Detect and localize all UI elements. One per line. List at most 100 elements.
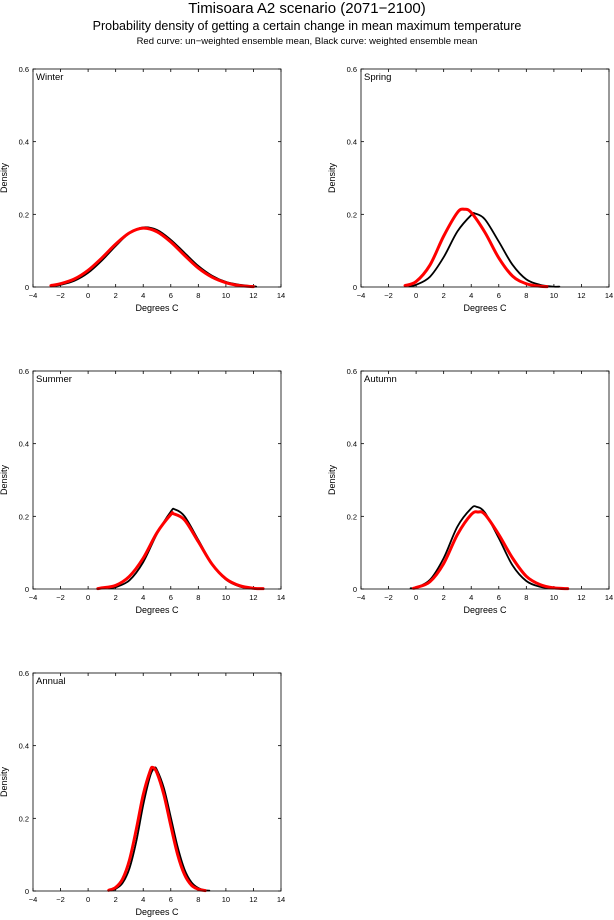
x-tick-label: −4 — [357, 593, 366, 602]
x-tick-label: 14 — [277, 895, 285, 904]
x-tick-label: 10 — [222, 291, 230, 300]
winter-panel: −4 −2 0 2 4 6 8 10 12 14 0 0.2 0.4 0.6 Winter Degrees C… — [0, 65, 285, 313]
y-tick-label: 0.2 — [19, 814, 29, 823]
summer-label: Summer — [36, 374, 72, 385]
weighted-curve — [409, 505, 555, 590]
x-axis-label: Degrees C — [463, 605, 507, 615]
chart-legend-note: Red curve: un−weighted ensemble mean, Bl… — [136, 36, 478, 47]
x-tick-label: 0 — [86, 895, 90, 904]
x-tick-label: 4 — [141, 593, 145, 602]
x-tick-label: 14 — [277, 593, 285, 602]
x-tick-label: 6 — [497, 291, 501, 300]
weighted-curve — [107, 507, 259, 590]
x-tick-label: 8 — [524, 593, 528, 602]
plot-frame — [32, 68, 282, 288]
y-tick-label: 0.4 — [347, 440, 357, 449]
y-tick-label: 0.6 — [347, 367, 357, 376]
x-tick-label: −4 — [29, 291, 38, 300]
x-tick-label: −2 — [56, 895, 65, 904]
y-tick-label: 0.2 — [19, 210, 29, 219]
annual-label: Annual — [36, 676, 66, 687]
x-tick-label: −4 — [29, 895, 38, 904]
x-tick-label: 2 — [114, 895, 118, 904]
y-axis-label: Density — [0, 766, 9, 797]
plot-frame — [32, 370, 282, 590]
x-axis-label: Degrees C — [135, 605, 179, 615]
x-tick-label: 2 — [442, 291, 446, 300]
x-tick-label: 8 — [196, 593, 200, 602]
annual-panel: −4 −2 0 2 4 6 8 10 12 14 0 0.2 0.4 0.6 Annual Degrees C… — [0, 669, 285, 917]
x-tick-label: 6 — [169, 895, 173, 904]
unweighted-curve — [403, 207, 549, 289]
x-tick-label: −2 — [384, 593, 393, 602]
y-tick-label: 0.4 — [19, 138, 29, 147]
y-tick-label: 0.6 — [19, 669, 29, 678]
x-tick-label: −2 — [56, 593, 65, 602]
x-tick-label: 0 — [86, 291, 90, 300]
y-tick-label: 0.2 — [347, 512, 357, 521]
x-tick-label: 10 — [550, 593, 558, 602]
y-tick-label: 0.4 — [19, 742, 29, 751]
x-tick-label: 8 — [196, 291, 200, 300]
y-axis-label: Density — [327, 162, 337, 193]
x-tick-label: 4 — [141, 895, 145, 904]
x-tick-label: 8 — [524, 291, 528, 300]
summer-panel: −4 −2 0 2 4 6 8 10 12 14 0 0.2 0.4 0.6 Summer Degrees C… — [0, 367, 285, 615]
x-tick-label: 12 — [249, 593, 257, 602]
unweighted-curve — [96, 511, 265, 591]
x-tick-label: −2 — [384, 291, 393, 300]
x-tick-label: −4 — [357, 291, 366, 300]
y-tick-label: 0.6 — [19, 65, 29, 74]
x-tick-label: 0 — [414, 291, 418, 300]
x-tick-label: −4 — [29, 593, 38, 602]
x-tick-label: 4 — [469, 291, 473, 300]
x-tick-label: 12 — [249, 291, 257, 300]
x-tick-label: 2 — [114, 593, 118, 602]
autumn-panel: −4 −2 0 2 4 6 8 10 12 14 0 0.2 0.4 0.6 Autumn Degrees C… — [327, 367, 613, 615]
y-tick-label: 0 — [353, 283, 357, 292]
x-tick-label: 14 — [605, 593, 613, 602]
x-tick-label: 4 — [469, 593, 473, 602]
plot-frame — [32, 672, 282, 892]
y-axis-label: Density — [0, 464, 9, 495]
x-tick-label: 12 — [249, 895, 257, 904]
x-tick-label: 14 — [605, 291, 613, 300]
spring-label: Spring — [364, 72, 391, 83]
x-tick-label: 6 — [169, 593, 173, 602]
weighted-curve — [408, 212, 561, 288]
x-axis-label: Degrees C — [135, 907, 179, 917]
y-tick-label: 0.2 — [347, 210, 357, 219]
y-axis-label: Density — [0, 162, 9, 193]
x-tick-label: 6 — [169, 291, 173, 300]
x-tick-label: 2 — [114, 291, 118, 300]
plot-frame — [360, 370, 610, 590]
y-tick-label: 0 — [25, 887, 29, 896]
x-axis-label: Degrees C — [463, 303, 507, 313]
y-axis-label: Density — [327, 464, 337, 495]
unweighted-curve — [107, 765, 207, 893]
x-tick-label: 10 — [222, 593, 230, 602]
y-tick-label: 0.6 — [347, 65, 357, 74]
x-tick-label: 8 — [196, 895, 200, 904]
y-tick-label: 0.4 — [19, 440, 29, 449]
x-tick-label: 14 — [277, 291, 285, 300]
x-tick-label: 0 — [414, 593, 418, 602]
spring-panel: −4 −2 0 2 4 6 8 10 12 14 0 0.2 0.4 0.6 Spring Degrees C… — [327, 65, 613, 313]
y-tick-label: 0 — [25, 585, 29, 594]
unweighted-curve — [49, 226, 255, 289]
x-tick-label: 10 — [222, 895, 230, 904]
x-tick-label: 6 — [497, 593, 501, 602]
x-tick-label: 4 — [141, 291, 145, 300]
x-tick-label: 0 — [86, 593, 90, 602]
chart-title: Timisoara A2 scenario (2071−2100) — [188, 0, 426, 17]
y-tick-label: 0.2 — [19, 512, 29, 521]
x-tick-label: 10 — [550, 291, 558, 300]
chart-subtitle: Probability density of getting a certain… — [92, 19, 522, 33]
unweighted-curve — [411, 510, 570, 591]
plot-frame — [360, 68, 610, 288]
autumn-label: Autumn — [364, 374, 397, 385]
y-tick-label: 0 — [25, 283, 29, 292]
y-tick-label: 0.4 — [347, 138, 357, 147]
x-tick-label: 12 — [577, 291, 585, 300]
